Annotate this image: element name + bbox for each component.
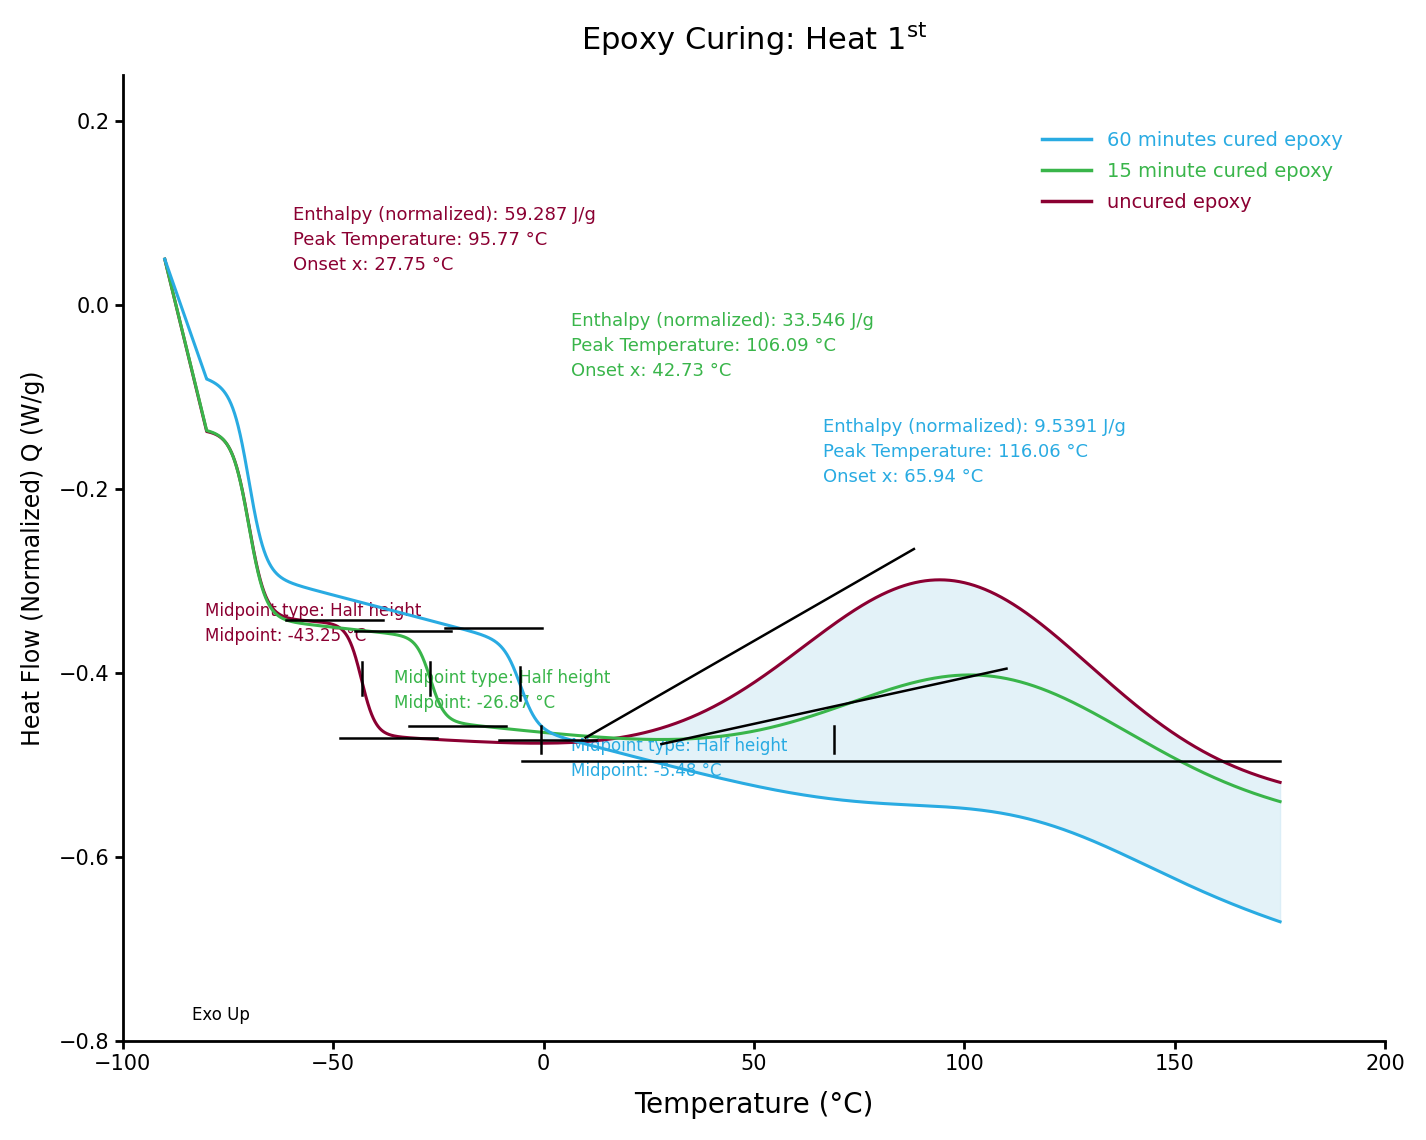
Text: Midpoint type: Half height
Midpoint: -43.25 °C: Midpoint type: Half height Midpoint: -43… (205, 602, 421, 645)
Text: Midpoint type: Half height
Midpoint: -5.48 °C: Midpoint type: Half height Midpoint: -5.… (570, 736, 787, 780)
Text: Enthalpy (normalized): 9.5391 J/g
Peak Temperature: 116.06 °C
Onset x: 65.94 °C: Enthalpy (normalized): 9.5391 J/g Peak T… (823, 418, 1127, 486)
Text: Midpoint type: Half height
Midpoint: -26.87 °C: Midpoint type: Half height Midpoint: -26… (394, 669, 610, 712)
Y-axis label: Heat Flow (Normalized) Q (W/g): Heat Flow (Normalized) Q (W/g) (21, 370, 44, 746)
Text: Exo Up: Exo Up (193, 1005, 250, 1024)
Title: Epoxy Curing: Heat 1$^\mathregular{st}$: Epoxy Curing: Heat 1$^\mathregular{st}$ (580, 21, 927, 58)
Text: Enthalpy (normalized): 59.287 J/g
Peak Temperature: 95.77 °C
Onset x: 27.75 °C: Enthalpy (normalized): 59.287 J/g Peak T… (294, 205, 596, 274)
Text: Enthalpy (normalized): 33.546 J/g
Peak Temperature: 106.09 °C
Onset x: 42.73 °C: Enthalpy (normalized): 33.546 J/g Peak T… (570, 312, 874, 380)
Legend: 60 minutes cured epoxy, 15 minute cured epoxy, uncured epoxy: 60 minutes cured epoxy, 15 minute cured … (1035, 123, 1350, 219)
X-axis label: Temperature (°C): Temperature (°C) (635, 1091, 874, 1119)
